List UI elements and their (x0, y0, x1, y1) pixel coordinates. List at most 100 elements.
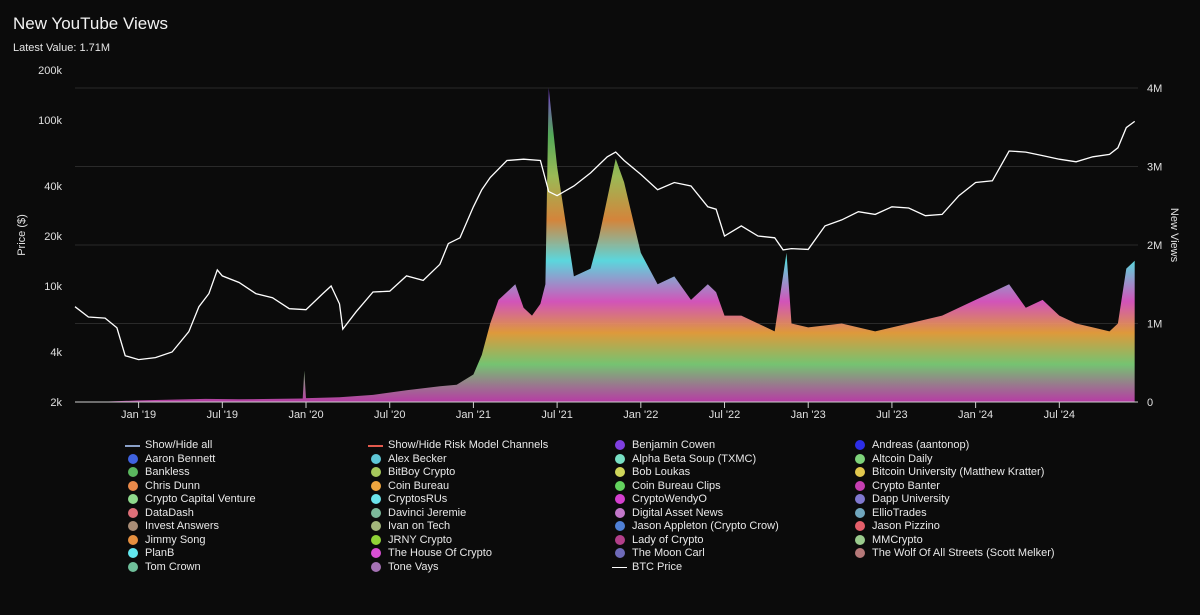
views-stacked-area (75, 88, 1135, 402)
legend-label: Jimmy Song (145, 533, 206, 546)
legend-label: Lady of Crypto (632, 533, 704, 546)
right-tick-label: 2M (1147, 240, 1162, 252)
legend-label: Benjamin Cowen (632, 439, 716, 451)
left-tick-label: 10k (44, 281, 62, 293)
legend-color-swatch (128, 494, 138, 504)
legend-label: Tone Vays (388, 560, 439, 573)
x-tick-label: Jul '23 (876, 409, 907, 421)
legend-color-swatch (855, 507, 865, 518)
legend-label: Coin Bureau Clips (632, 479, 721, 492)
legend-label: BitBoy Crypto (388, 466, 456, 478)
x-tick-label: Jul '22 (709, 409, 740, 421)
legend-color-swatch (615, 453, 625, 464)
latest-value: Latest Value: 1.71M (13, 42, 111, 54)
legend-color-swatch (128, 507, 138, 518)
legend-color-swatch (371, 480, 381, 491)
legend-color-swatch (128, 453, 138, 464)
right-axis-title: New Views (1168, 208, 1180, 263)
legend-color-swatch (371, 467, 381, 477)
legend-label: Bankless (145, 466, 190, 478)
x-tick-label: Jan '23 (791, 409, 826, 421)
left-tick-label: 200k (38, 65, 62, 77)
left-tick-label: 20k (44, 231, 62, 243)
legend-color-swatch (371, 561, 381, 572)
left-tick-label: 4k (50, 347, 62, 359)
x-tick-label: Jan '20 (288, 409, 323, 421)
legend-color-swatch (855, 534, 865, 545)
legend-color-swatch (128, 534, 138, 545)
legend-color-swatch (855, 480, 865, 491)
right-tick-label: 1M (1147, 319, 1162, 331)
x-tick-label: Jan '22 (623, 409, 658, 421)
legend-label: DataDash (145, 506, 194, 519)
x-tick-label: Jul '19 (207, 409, 238, 421)
legend-label: Show/Hide Risk Model Channels (388, 439, 549, 451)
legend-color-swatch (855, 440, 865, 450)
legend-line-swatch (612, 566, 627, 568)
legend-label: Show/Hide all (145, 439, 213, 451)
legend-label: Aaron Bennett (145, 452, 216, 465)
legend-label: MMCrypto (872, 533, 923, 546)
legend-label: Tom Crown (145, 560, 201, 573)
x-tick-label: Jul '20 (374, 409, 405, 421)
x-tick-label: Jul '24 (1044, 409, 1075, 421)
legend-line-swatch (368, 445, 383, 447)
left-tick-label: 40k (44, 181, 62, 193)
legend-label: Jason Pizzino (872, 520, 940, 532)
right-tick-label: 3M (1147, 162, 1162, 174)
chart-title: New YouTube Views (13, 14, 168, 33)
legend-color-swatch (855, 453, 865, 464)
legend-color-swatch (615, 548, 625, 558)
legend-label: Digital Asset News (632, 506, 724, 519)
legend-label: Alex Becker (388, 452, 447, 465)
legend-color-swatch (615, 521, 625, 531)
legend-label: Chris Dunn (145, 479, 201, 492)
legend-label: The Moon Carl (632, 547, 705, 559)
chart-svg: 0 1M 2M 3M 4M 2k 4k 10k 20k 40k 100k 200k Jan '19 Jul… (16, 65, 1180, 421)
left-tick-label: 2k (50, 397, 62, 409)
legend-color-swatch (128, 467, 138, 477)
legend-label: Jason Appleton (Crypto Crow) (632, 520, 779, 532)
legend-label: Davinci Jeremie (388, 506, 467, 519)
legend-label: Coin Bureau (388, 479, 450, 492)
legend: Show/Hide all Show/Hide Risk Model Channe… (0, 437, 1200, 577)
legend-label: Invest Answers (145, 520, 219, 532)
legend-color-swatch (855, 521, 865, 531)
legend-label: Ivan on Tech (388, 520, 451, 532)
x-tick-label: Jan '21 (456, 409, 491, 421)
legend-label: Altcoin Daily (872, 452, 933, 465)
legend-label: Bitcoin University (Matthew Kratter) (872, 466, 1045, 478)
legend-color-swatch (128, 561, 138, 572)
legend-label: Alpha Beta Soup (TXMC) (632, 452, 757, 465)
legend-label: Crypto Banter (872, 479, 940, 492)
legend-label: Bob Loukas (632, 466, 691, 478)
legend-color-swatch (371, 548, 381, 558)
legend-label: CryptosRUs (388, 493, 448, 505)
legend-label: The House Of Crypto (388, 547, 492, 559)
x-tick-label: Jan '19 (121, 409, 156, 421)
legend-line-swatch (125, 445, 140, 447)
legend-label: Crypto Capital Venture (145, 493, 256, 505)
legend-color-swatch (371, 453, 381, 464)
legend-color-swatch (128, 548, 138, 558)
left-tick-label: 100k (38, 115, 62, 127)
legend-color-swatch (615, 534, 625, 545)
legend-label: JRNY Crypto (388, 533, 452, 546)
legend-color-swatch (855, 494, 865, 504)
legend-color-swatch (128, 521, 138, 531)
left-axis-title: Price ($) (16, 214, 28, 256)
x-tick-label: Jul '21 (541, 409, 572, 421)
legend-color-swatch (371, 534, 381, 545)
right-tick-label: 4M (1147, 83, 1162, 95)
x-tick-label: Jan '24 (958, 409, 993, 421)
legend-label: Andreas (aantonop) (872, 439, 970, 451)
legend-label: CryptoWendyO (632, 493, 707, 505)
legend-color-swatch (371, 507, 381, 518)
legend-color-swatch (855, 467, 865, 477)
legend-color-swatch (855, 548, 865, 558)
legend-color-swatch (615, 507, 625, 518)
legend-color-swatch (128, 480, 138, 491)
legend-color-swatch (615, 467, 625, 477)
btc-price-line (74, 120, 1136, 361)
